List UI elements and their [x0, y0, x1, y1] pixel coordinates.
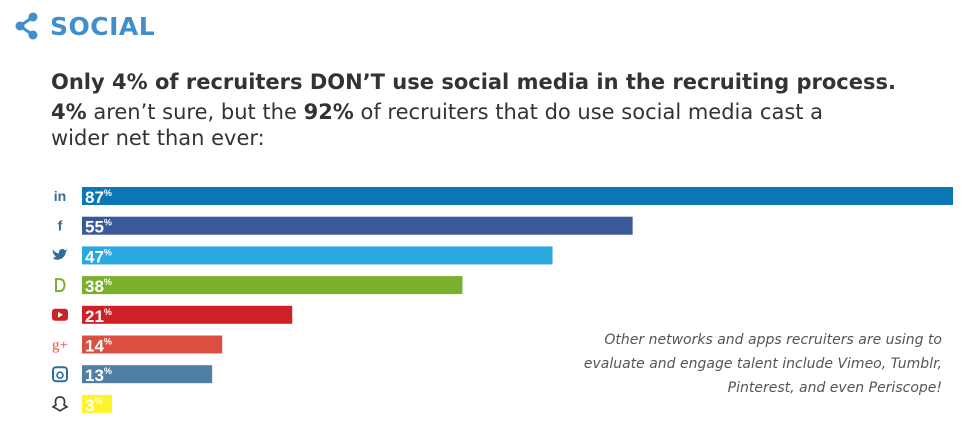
bar-value-label: 38%: [85, 277, 112, 296]
snapchat-icon: [51, 396, 69, 412]
bar: [82, 365, 213, 384]
bar-value-unit: %: [104, 218, 112, 228]
section-header: SOCIAL: [12, 8, 155, 44]
bar-value-number: 13: [85, 366, 104, 385]
bar-value-unit: %: [94, 396, 102, 406]
youtube-icon: [52, 308, 68, 321]
bar: [82, 216, 633, 235]
bar: [82, 246, 553, 265]
svg-text:in: in: [54, 188, 66, 204]
bar-value-unit: %: [104, 277, 112, 287]
bar-row: 21%: [52, 305, 293, 326]
bar-value-unit: %: [104, 307, 112, 317]
bar-value-number: 38: [85, 277, 104, 296]
bar-row: 38%: [55, 276, 463, 296]
bar-value-label: 14%: [85, 337, 112, 356]
bar-value-number: 47: [85, 247, 104, 266]
bar-value-number: 3: [85, 396, 94, 415]
linkedin-icon: in: [54, 188, 66, 204]
subheadline-text-2: of recruiters that do use social media c…: [51, 100, 824, 150]
bar-value-label: 87%: [85, 188, 112, 207]
bar-value-label: 47%: [85, 247, 112, 266]
subheadline-text-1: aren’t sure, but the: [86, 100, 304, 124]
glassdoor-icon: [55, 278, 66, 293]
subheadline-use-pct: 92%: [303, 100, 354, 124]
bar: [82, 305, 293, 324]
section-title: SOCIAL: [50, 11, 156, 41]
bar-row: f 55%: [58, 216, 633, 237]
bar-row: 47%: [52, 246, 553, 266]
subheadline-unsure-pct: 4%: [51, 100, 87, 124]
facebook-icon: f: [58, 218, 63, 234]
other-networks-note: Other networks and apps recruiters are u…: [583, 332, 942, 396]
bar-value-number: 14: [85, 337, 104, 356]
bar-value-number: 21: [85, 307, 104, 326]
share-icon: [15, 12, 38, 40]
bar-value-label: 21%: [85, 307, 112, 326]
bar-row: 13%: [52, 365, 213, 385]
twitter-icon: [52, 248, 68, 260]
bar-row: g+ 14%: [52, 335, 223, 356]
bar-value-unit: %: [104, 366, 112, 376]
bar-row: 3%: [51, 394, 113, 415]
bar-value-unit: %: [104, 337, 112, 347]
subheadline: 4% aren’t sure, but the 92% of recruiter…: [51, 99, 871, 151]
bar-value-label: 55%: [85, 218, 112, 237]
bar: [82, 187, 953, 205]
bar-value-unit: %: [104, 188, 112, 198]
bar: [82, 335, 223, 354]
bar-value-number: 55: [85, 218, 104, 237]
bar: [82, 394, 113, 413]
bar-row: in 87%: [54, 187, 953, 207]
instagram-icon: [52, 366, 68, 383]
bar-value-unit: %: [104, 247, 112, 257]
headline: Only 4% of recruiters DON’T use social m…: [51, 70, 896, 94]
google-plus-icon: g+: [52, 338, 68, 354]
svg-text:g+: g+: [52, 338, 68, 354]
bar-value-label: 3%: [85, 396, 102, 415]
bar-value-label: 13%: [85, 366, 112, 385]
bar: [82, 276, 463, 295]
svg-text:f: f: [58, 218, 63, 234]
bar-value-number: 87: [85, 188, 104, 207]
